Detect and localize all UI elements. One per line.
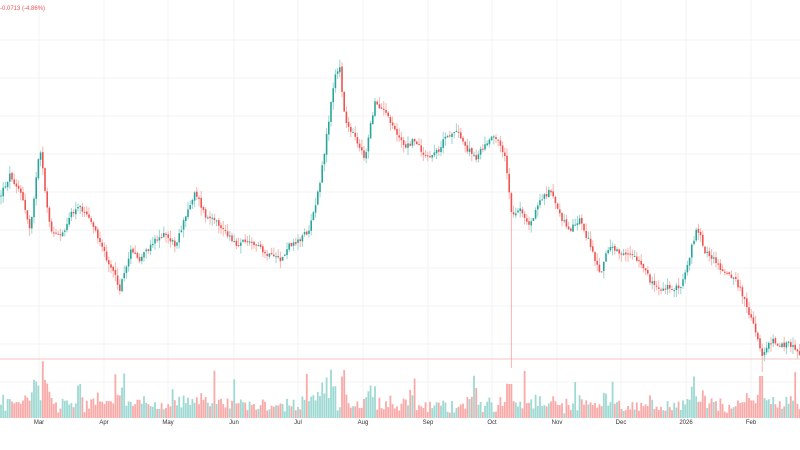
candles xyxy=(0,59,800,372)
x-axis-label: Jun xyxy=(229,420,239,426)
x-axis-label: Oct xyxy=(487,420,497,426)
grid-lines xyxy=(0,0,800,415)
x-axis-label: Nov xyxy=(551,420,563,426)
x-axis-label: 2026 xyxy=(679,420,693,426)
x-axis-label: Feb xyxy=(745,420,757,426)
x-axis-label: Apr xyxy=(99,420,109,426)
x-axis-label: Mar xyxy=(33,420,45,426)
volume-bars xyxy=(0,361,800,418)
x-axis-label: Dec xyxy=(615,420,627,426)
x-axis-label: May xyxy=(162,420,174,426)
price-change-legend: -0.0713 (-4.86%) xyxy=(0,6,46,12)
x-axis-label: Sep xyxy=(422,420,434,426)
x-axis-label: Aug xyxy=(357,420,369,426)
x-axis-label: Jul xyxy=(294,420,302,426)
